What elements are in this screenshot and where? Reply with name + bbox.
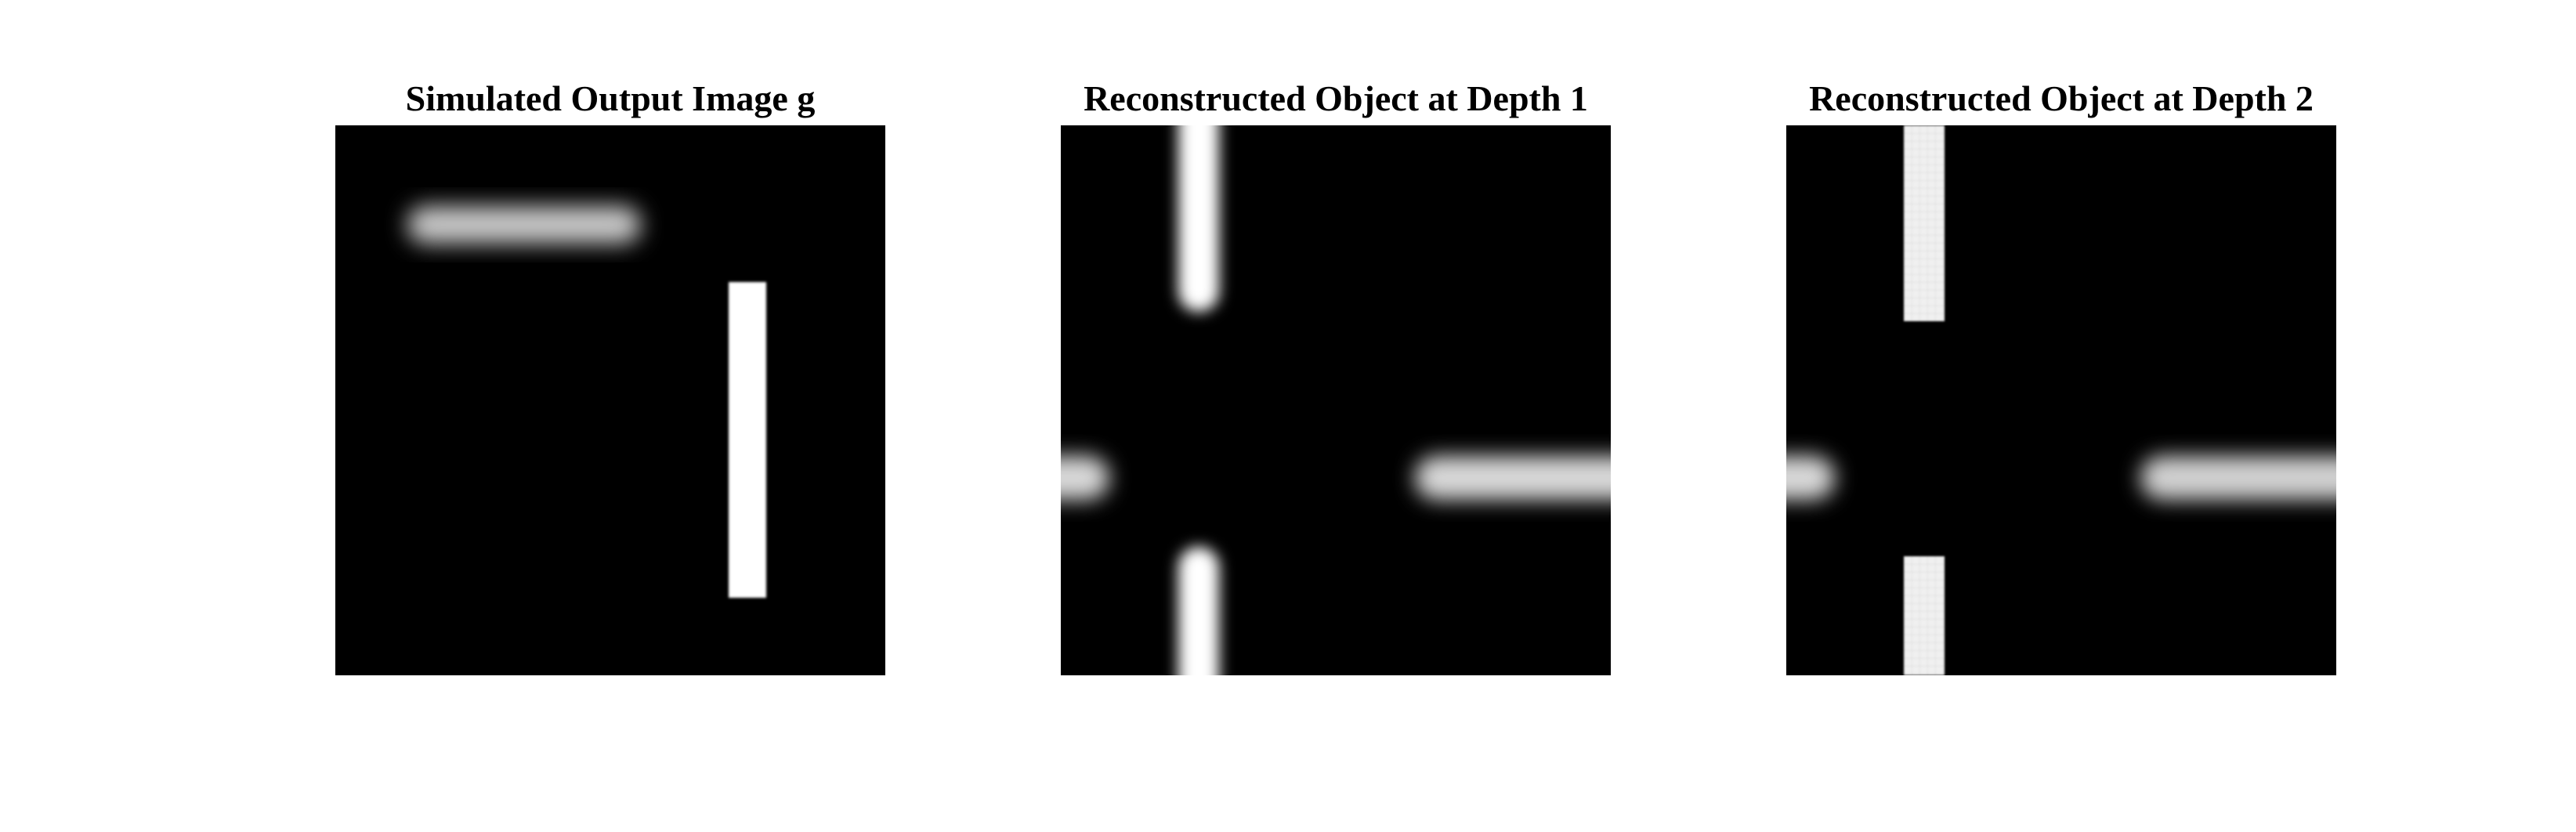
- bottom-vertical-bar: [1178, 547, 1219, 675]
- bottom-vertical-bar: [1904, 556, 1945, 675]
- sharp-vertical-bar: [729, 282, 766, 598]
- left-horizontal-bar: [1061, 456, 1109, 500]
- image-background: [1786, 125, 2336, 675]
- right-horizontal-bar: [1415, 456, 1611, 500]
- simulated-output-svg: [335, 125, 885, 675]
- blurred-horizontal-bar: [407, 206, 641, 244]
- right-horizontal-bar: [2140, 456, 2336, 500]
- depth-2-image: [1786, 125, 2336, 675]
- depth-1-svg: [1061, 125, 1611, 675]
- top-vertical-bar: [1904, 125, 1945, 321]
- image-background: [1061, 125, 1611, 675]
- simulated-output-image: [335, 125, 885, 675]
- left-horizontal-bar: [1786, 456, 1835, 500]
- panel-title-depth-2: Reconstructed Object at Depth 2: [1809, 78, 2314, 118]
- panel-simulated-output: Simulated Output Image g: [335, 0, 885, 832]
- panel-title-simulated-output: Simulated Output Image g: [405, 78, 816, 118]
- depth-1-image: [1061, 125, 1611, 675]
- depth-2-svg: [1786, 125, 2336, 675]
- panel-depth-2: Reconstructed Object at Depth 2: [1786, 0, 2336, 832]
- top-vertical-bar: [1178, 125, 1219, 312]
- panel-title-depth-1: Reconstructed Object at Depth 1: [1084, 78, 1588, 118]
- panel-depth-1: Reconstructed Object at Depth 1: [1061, 0, 1611, 832]
